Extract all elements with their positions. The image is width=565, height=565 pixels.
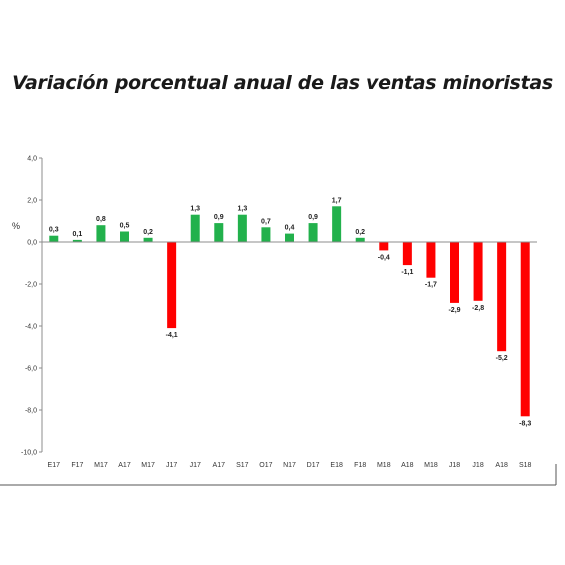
data-label: 0,8 [96, 216, 106, 223]
data-label: 0,5 [120, 223, 130, 230]
x-tick-label: J17 [190, 462, 201, 469]
data-label: -4,1 [166, 332, 178, 339]
y-tick-label: -2,0 [25, 282, 37, 289]
x-tick-label: F17 [71, 462, 83, 469]
y-axis: 4,0 2,0 0,0 -2,0 -4,0 -6,0 -8,0 -10,0 [21, 156, 43, 457]
data-label: -1,7 [425, 282, 437, 289]
chart-title: Variación porcentual anual de las ventas… [12, 72, 553, 94]
data-label: 0,2 [143, 229, 153, 236]
bar [473, 242, 483, 301]
bar [261, 227, 271, 242]
x-tick-label: O17 [259, 462, 272, 469]
data-label: 1,3 [237, 206, 247, 213]
bar [143, 237, 153, 242]
x-tick-label: E18 [330, 462, 343, 469]
x-tick-label: E17 [48, 462, 61, 469]
bar [450, 242, 459, 303]
plot-border [0, 464, 557, 486]
x-tick-label: A18 [401, 462, 414, 469]
bar [72, 239, 82, 242]
bar [426, 242, 436, 278]
data-label: -5,2 [496, 355, 508, 362]
data-label: 0,9 [214, 214, 224, 221]
y-axis-unit-label: % [12, 221, 20, 231]
x-tick-label: A17 [213, 462, 226, 469]
bar [379, 242, 389, 251]
data-label: 0,1 [72, 231, 82, 238]
data-label: 0,4 [285, 225, 295, 232]
x-tick-label: M18 [377, 462, 391, 469]
y-tick-label: -6,0 [25, 366, 37, 373]
x-tick-label: J18 [449, 462, 460, 469]
bar [308, 223, 318, 242]
bar [190, 214, 200, 242]
x-tick-label: S18 [519, 462, 532, 469]
bar [214, 223, 224, 242]
data-label: 1,7 [332, 197, 342, 204]
data-label: -2,9 [448, 307, 460, 314]
data-label: 0,9 [308, 214, 318, 221]
bars: 0,3 0,1 0,8 0,5 0,2 -4,1 1,3 0,9 1,3 0,7 0,4 0,9 1,7… [49, 197, 531, 427]
bar [285, 233, 294, 242]
y-tick-label: -10,0 [21, 450, 37, 457]
bar [355, 237, 365, 242]
bar [96, 225, 106, 242]
data-label: -1,1 [401, 269, 413, 276]
bar [520, 242, 530, 417]
x-axis: E17 F17 M17 A17 M17 J17 J17 A17 S17 O17 N17 D17 E18 F… [42, 241, 537, 469]
x-tick-label: M17 [94, 462, 108, 469]
bar [402, 242, 412, 266]
y-tick-label: 0,0 [27, 240, 37, 247]
x-tick-label: S17 [236, 462, 249, 469]
bar [167, 242, 177, 329]
data-label: 0,2 [355, 229, 365, 236]
x-tick-label: A18 [495, 462, 508, 469]
bar [497, 242, 507, 352]
y-tick-label: 2,0 [27, 198, 37, 205]
data-label: -0,4 [378, 254, 390, 261]
y-tick-label: -4,0 [25, 324, 37, 331]
data-label: 0,3 [49, 227, 59, 234]
bar [120, 231, 129, 242]
x-tick-label: J17 [166, 462, 177, 469]
data-label: -2,8 [472, 305, 484, 312]
x-tick-label: D17 [307, 462, 320, 469]
data-label: 1,3 [190, 206, 200, 213]
x-tick-label: M18 [424, 462, 438, 469]
data-label: 0,7 [261, 218, 271, 225]
x-tick-label: M17 [141, 462, 155, 469]
bar [49, 235, 59, 242]
x-tick-label: N17 [283, 462, 296, 469]
x-tick-label: F18 [354, 462, 366, 469]
x-tick-label: J18 [472, 462, 483, 469]
bar [332, 206, 342, 242]
y-tick-label: 4,0 [27, 156, 37, 163]
data-label: -8,3 [519, 420, 531, 427]
bar [237, 214, 247, 242]
y-tick-label: -8,0 [25, 408, 37, 415]
x-tick-label: A17 [118, 462, 131, 469]
